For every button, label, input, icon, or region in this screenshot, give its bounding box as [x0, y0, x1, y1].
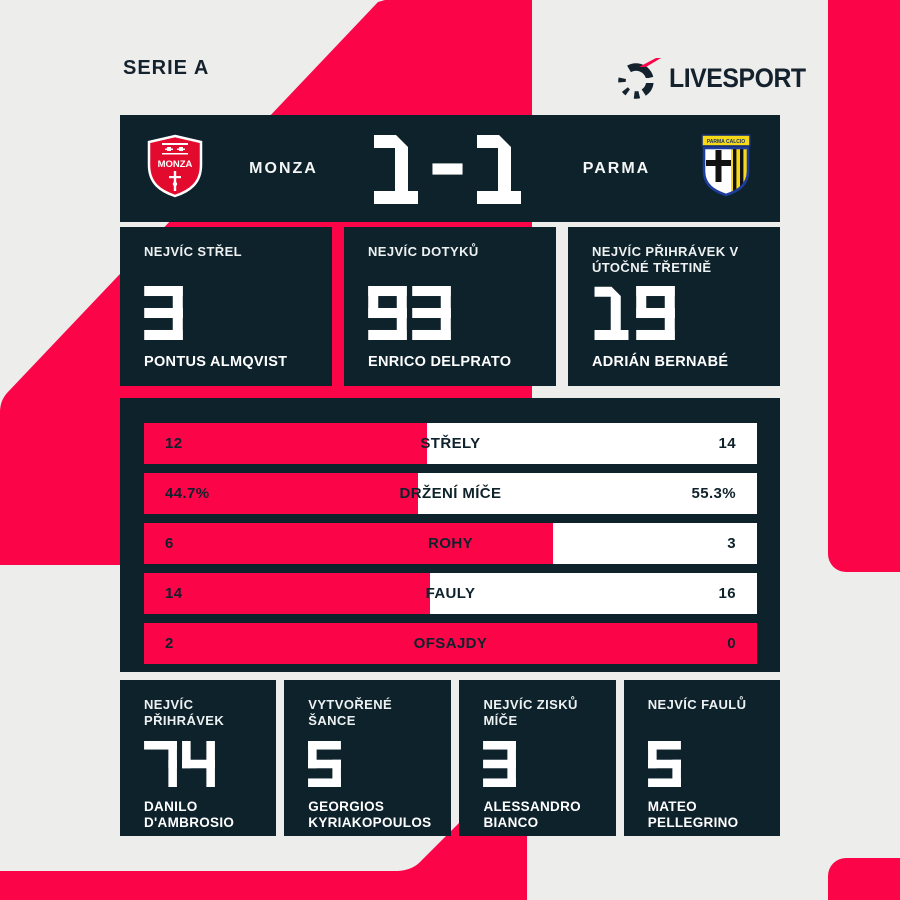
away-team-name: PARMA [582, 159, 651, 177]
stat-player: ENRICO DELPRATO [368, 354, 512, 370]
monza-crest-text: MONZA [158, 159, 193, 170]
stat-label: NEJVÍC ZISKŮ MÍČE [483, 697, 578, 729]
home-value: 12 [165, 435, 183, 452]
match-stats-panel: STŘELY 12 14 DRŽENÍ MÍČE 44.7% 55.3% ROH… [120, 398, 780, 672]
stat-player: GEORGIOS KYRIAKOPOULOS [308, 799, 432, 830]
stat-bar-possession: DRŽENÍ MÍČE 44.7% 55.3% [144, 473, 757, 514]
away-value: 0 [727, 635, 736, 652]
stat-label: NEJVÍC STŘEL [144, 244, 242, 259]
monza-crest-icon: MONZA [146, 134, 204, 203]
stat-value [368, 286, 536, 340]
stat-label: NEJVÍC DOTYKŮ [368, 244, 479, 259]
stat-player: PONTUS ALMQVIST [144, 354, 288, 370]
bottom-stat-chances-created: VYTVOŘENÉ ŠANCE GEORGIOS KYRIAKOPOULOS [284, 680, 452, 836]
scoreboard: MONZA MONZA PARMA PARMA CALCIO [120, 115, 780, 222]
stat-label: VYTVOŘENÉ ŠANCE [308, 697, 393, 729]
stat-label: NEJVÍC FAULŮ [647, 697, 747, 712]
stat-bar-shots: STŘELY 12 14 [144, 423, 757, 464]
home-value: 2 [165, 635, 174, 652]
top-stat-most-passes-final-third: NEJVÍC PŘIHRÁVEK V ÚTOČNÉ TŘETINĚ ADRIÁN… [568, 227, 780, 386]
brand-logo: LIVESPORT [615, 54, 806, 102]
stat-label: NEJVÍC PŘIHRÁVEK V ÚTOČNÉ TŘETINĚ [592, 244, 739, 276]
bottom-stat-ball-recoveries: NEJVÍC ZISKŮ MÍČE ALESSANDRO BIANCO [459, 680, 616, 836]
score-value [371, 134, 529, 204]
home-bar-fill [144, 523, 553, 564]
home-bar-fill [144, 573, 431, 614]
bottom-right-accent-shape [828, 858, 900, 900]
right-accent-shape [828, 0, 900, 572]
bar-stat-label: STŘELY [420, 435, 481, 452]
bar-stat-label: ROHY [428, 535, 473, 552]
stat-value [592, 286, 760, 340]
bar-stat-label: FAULY [425, 585, 476, 602]
livesport-icon [615, 55, 661, 101]
away-value: 3 [727, 535, 736, 552]
stat-player: MATEO PELLEGRINO [647, 799, 739, 830]
stat-value [483, 741, 595, 787]
stat-player: ADRIÁN BERNABÉ [592, 354, 729, 370]
home-bar-fill [144, 623, 757, 664]
bottom-stat-most-passes: NEJVÍC PŘIHRÁVEK DANILO D'AMBROSIO [120, 680, 277, 836]
stat-player: ALESSANDRO BIANCO [483, 799, 581, 830]
away-value: 55.3% [691, 485, 736, 502]
league-title: SERIE A [123, 57, 210, 79]
bar-stat-label: OFSAJDY [413, 635, 488, 652]
home-bar-fill [144, 473, 418, 514]
stat-value [647, 741, 760, 787]
top-stat-most-touches: NEJVÍC DOTYKŮ ENRICO DELPRATO [344, 227, 556, 386]
stat-bar-fouls: FAULY 14 16 [144, 573, 757, 614]
home-value: 44.7% [165, 485, 210, 502]
top-stats-row: NEJVÍC STŘEL PONTUS ALMQVIST NEJVÍC DOTY… [120, 227, 780, 386]
bottom-stats-row: NEJVÍC PŘIHRÁVEK DANILO D'AMBROSIO VYTVO… [120, 680, 780, 836]
stat-label: NEJVÍC PŘIHRÁVEK [144, 697, 225, 729]
home-bar-fill [144, 423, 428, 464]
stat-bar-corners: ROHY 6 3 [144, 523, 757, 564]
parma-crest-icon: PARMA CALCIO [698, 134, 754, 203]
away-value: 14 [718, 435, 736, 452]
home-value: 14 [165, 585, 183, 602]
stat-player: DANILO D'AMBROSIO [144, 799, 235, 830]
bar-stat-label: DRŽENÍ MÍČE [399, 485, 502, 502]
stat-value [144, 286, 312, 340]
stat-value [308, 741, 431, 787]
away-value: 16 [718, 585, 736, 602]
stat-value [144, 741, 256, 787]
home-team-name: MONZA [249, 159, 318, 177]
stat-bar-offsides: OFSAJDY 2 0 [144, 623, 757, 664]
bottom-stat-most-fouls: NEJVÍC FAULŮ MATEO PELLEGRINO [623, 680, 780, 836]
top-stat-most-shots: NEJVÍC STŘEL PONTUS ALMQVIST [120, 227, 332, 386]
brand-name: LIVESPORT [669, 62, 806, 93]
home-value: 6 [165, 535, 174, 552]
parma-banner-text: PARMA CALCIO [707, 139, 745, 145]
